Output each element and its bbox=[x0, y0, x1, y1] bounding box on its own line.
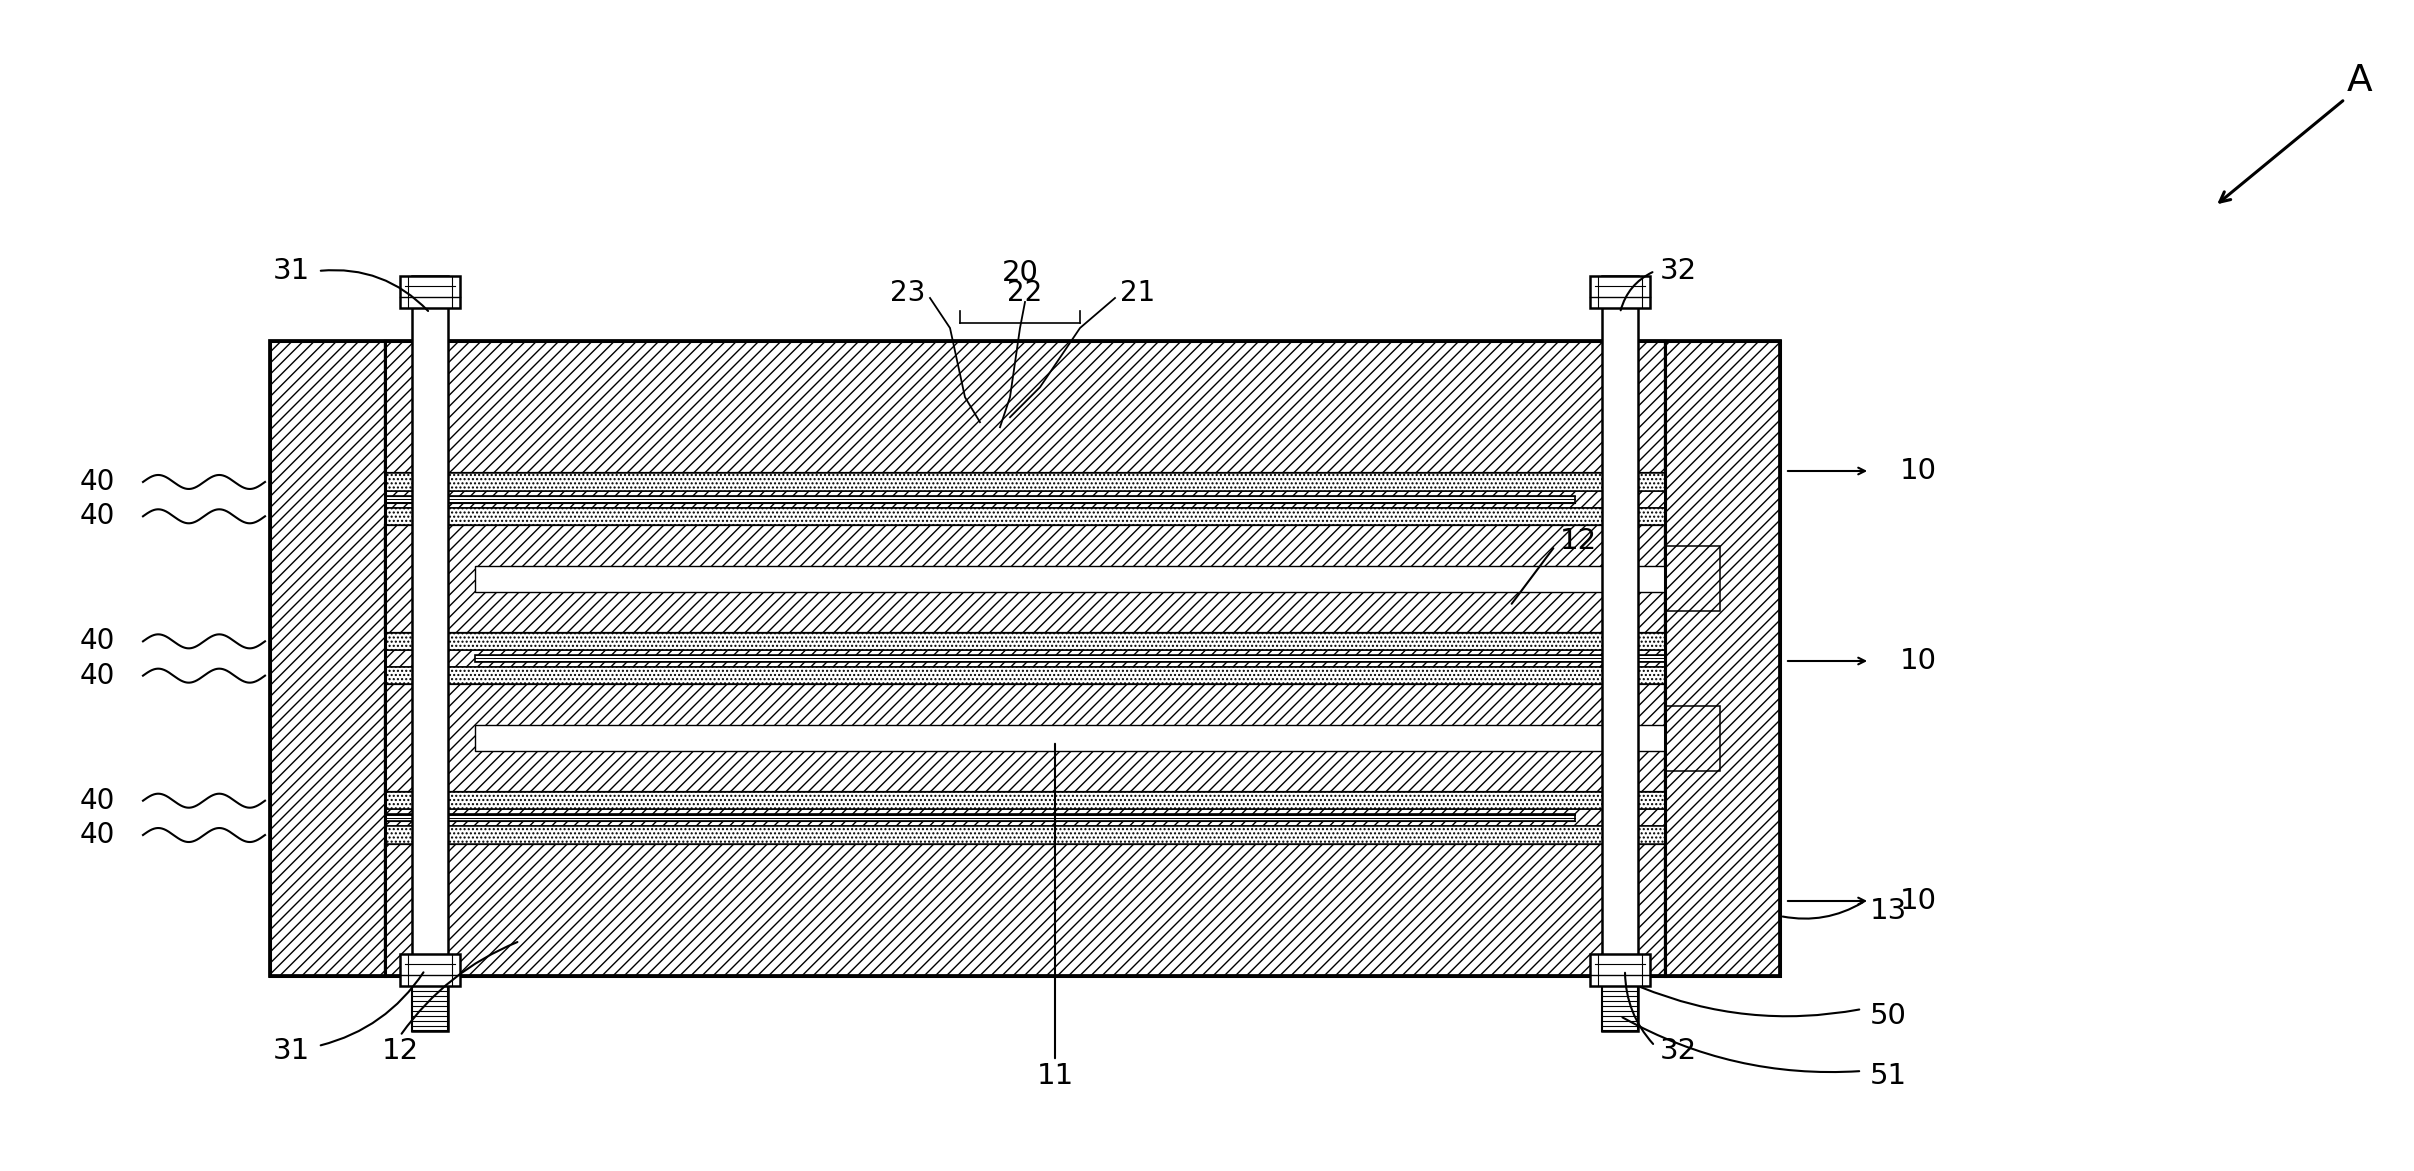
Bar bbox=[413, 986, 449, 1030]
Bar bbox=[384, 632, 1666, 650]
Bar bbox=[384, 814, 1574, 821]
Bar bbox=[401, 954, 461, 986]
Text: 31: 31 bbox=[273, 1038, 309, 1064]
Text: 40: 40 bbox=[80, 628, 116, 656]
Text: 32: 32 bbox=[1661, 256, 1697, 285]
Text: 12: 12 bbox=[1559, 527, 1598, 555]
Text: 23: 23 bbox=[891, 279, 925, 307]
Bar bbox=[384, 843, 1666, 975]
Bar bbox=[1603, 276, 1639, 1030]
Bar bbox=[384, 667, 1666, 684]
Bar bbox=[1666, 341, 1779, 975]
Text: 13: 13 bbox=[1871, 897, 1907, 925]
Text: 20: 20 bbox=[1002, 259, 1038, 287]
Bar bbox=[476, 725, 1666, 751]
Bar bbox=[384, 341, 1666, 473]
Text: 10: 10 bbox=[1900, 886, 1936, 915]
Bar bbox=[270, 341, 1779, 975]
Text: 21: 21 bbox=[1120, 279, 1156, 307]
Text: 40: 40 bbox=[80, 502, 116, 530]
Text: 40: 40 bbox=[80, 787, 116, 815]
Text: 11: 11 bbox=[1036, 1062, 1074, 1090]
Text: 51: 51 bbox=[1871, 1062, 1907, 1090]
Bar bbox=[384, 792, 1666, 809]
Bar bbox=[476, 566, 1666, 591]
Bar bbox=[1603, 986, 1639, 1030]
Bar bbox=[384, 491, 1666, 508]
Bar bbox=[384, 809, 1666, 827]
Bar bbox=[384, 508, 1666, 525]
Text: 22: 22 bbox=[1007, 279, 1043, 307]
Bar bbox=[384, 684, 1666, 792]
Text: 32: 32 bbox=[1661, 1038, 1697, 1064]
Bar bbox=[476, 655, 1666, 662]
Text: 10: 10 bbox=[1900, 648, 1936, 674]
Bar bbox=[384, 827, 1666, 843]
Bar bbox=[1591, 954, 1651, 986]
Bar bbox=[384, 495, 1574, 502]
Bar bbox=[1591, 276, 1651, 308]
Bar bbox=[413, 276, 449, 1030]
Bar bbox=[1666, 547, 1721, 611]
Text: 40: 40 bbox=[80, 662, 116, 690]
Bar bbox=[384, 650, 1666, 667]
Text: 10: 10 bbox=[1900, 457, 1936, 485]
Bar bbox=[270, 341, 384, 975]
Text: 50: 50 bbox=[1871, 1002, 1907, 1030]
Text: 40: 40 bbox=[80, 468, 116, 497]
Bar bbox=[384, 525, 1666, 632]
Text: 12: 12 bbox=[381, 1038, 418, 1064]
Text: 40: 40 bbox=[80, 821, 116, 849]
Bar bbox=[401, 276, 461, 308]
Bar bbox=[1666, 706, 1721, 771]
Bar bbox=[384, 341, 1666, 975]
Text: A: A bbox=[2346, 63, 2373, 100]
Bar bbox=[384, 473, 1666, 491]
Text: 31: 31 bbox=[273, 256, 309, 285]
